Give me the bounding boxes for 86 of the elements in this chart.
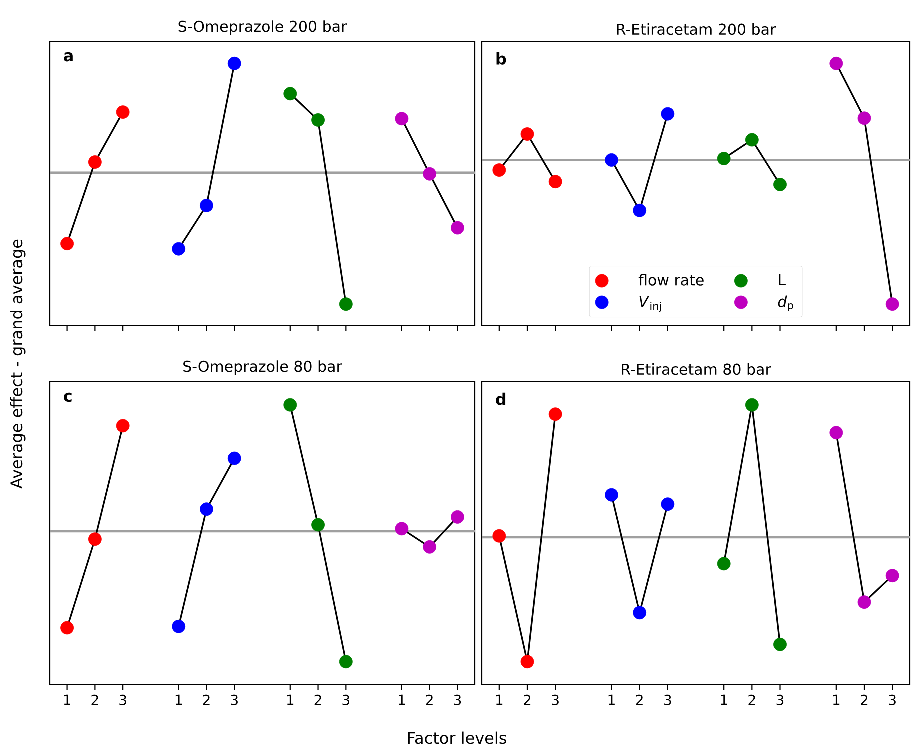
chart-title: R-Etiracetam 80 bar [622,364,772,376]
x-tick-label: 1 [64,694,70,706]
point [745,398,759,412]
point [886,569,900,583]
point [633,606,647,620]
point [717,152,731,166]
point [172,242,186,256]
x-tick-label: 3 [454,694,462,706]
legend-label: d$_{p}$ [778,296,794,312]
point [492,529,506,543]
chart-title: S-Omeprazole 200 bar [178,20,348,36]
x-axis-title: Factor levels [408,732,506,744]
point [423,167,437,181]
x-tick-label: 3 [664,694,672,706]
point [451,510,464,524]
x-tick-label: 2 [426,694,433,706]
point [284,87,298,101]
x-tick-label: 3 [342,694,350,706]
x-tick-label: 3 [120,694,126,706]
x-tick-label: 2 [861,694,868,706]
point [312,114,325,127]
point [312,518,325,532]
point [116,106,130,120]
annotation: d [496,392,506,406]
annotation: b [496,52,506,65]
point [172,620,186,634]
point [492,164,506,177]
point [548,175,562,189]
legend-label: flow rate [638,274,704,286]
x-tick-label: 2 [314,694,322,706]
point [858,112,872,126]
x-tick-label: 2 [92,694,98,706]
point [284,398,298,412]
x-tick-label: 3 [231,694,238,706]
x-tick-label: 2 [636,694,643,706]
point [423,540,437,554]
x-tick-label: 1 [496,694,503,706]
point [395,112,409,126]
chart-title: R-Etiracetam 200 bar [617,24,776,36]
point [661,107,675,121]
x-tick-label: 2 [203,694,210,706]
point [830,426,844,440]
point [520,655,534,669]
point [88,532,102,546]
x-tick-label: 1 [176,694,182,706]
point [548,408,562,422]
point [339,655,353,669]
x-tick-label: 3 [776,694,784,706]
x-tick-label: 1 [608,694,615,706]
x-tick-label: 1 [834,694,840,706]
x-tick-label: 1 [721,694,728,706]
point [661,498,675,512]
point [395,522,409,536]
chart-title: S-Omeprazole 80 bar [184,360,342,376]
point [605,488,618,502]
point [520,128,534,141]
point [228,56,242,70]
legend-label: L [779,274,786,286]
point [200,198,214,212]
point [200,502,214,516]
x-tick-label: 2 [524,694,531,706]
point [88,156,102,169]
x-tick-label: 1 [287,694,294,706]
point [774,638,787,652]
point [451,221,464,235]
point [339,298,353,312]
legend-label: V$_{inj}$ [640,296,662,312]
y-axis-title: Average effect - grand average [10,240,26,489]
x-tick-label: 3 [552,694,559,706]
point [886,298,900,312]
point [830,56,844,70]
x-tick-label: 3 [889,694,896,706]
x-tick-label: 1 [399,694,406,706]
point [717,557,731,571]
point [605,154,618,167]
point [633,204,647,218]
point [116,419,130,433]
point [228,452,242,466]
text: c [64,392,72,402]
point [774,178,787,192]
point [745,133,759,147]
x-tick-label: 2 [748,694,756,706]
text: a [64,52,73,62]
point [60,621,74,635]
point [60,237,74,251]
point [858,596,872,610]
